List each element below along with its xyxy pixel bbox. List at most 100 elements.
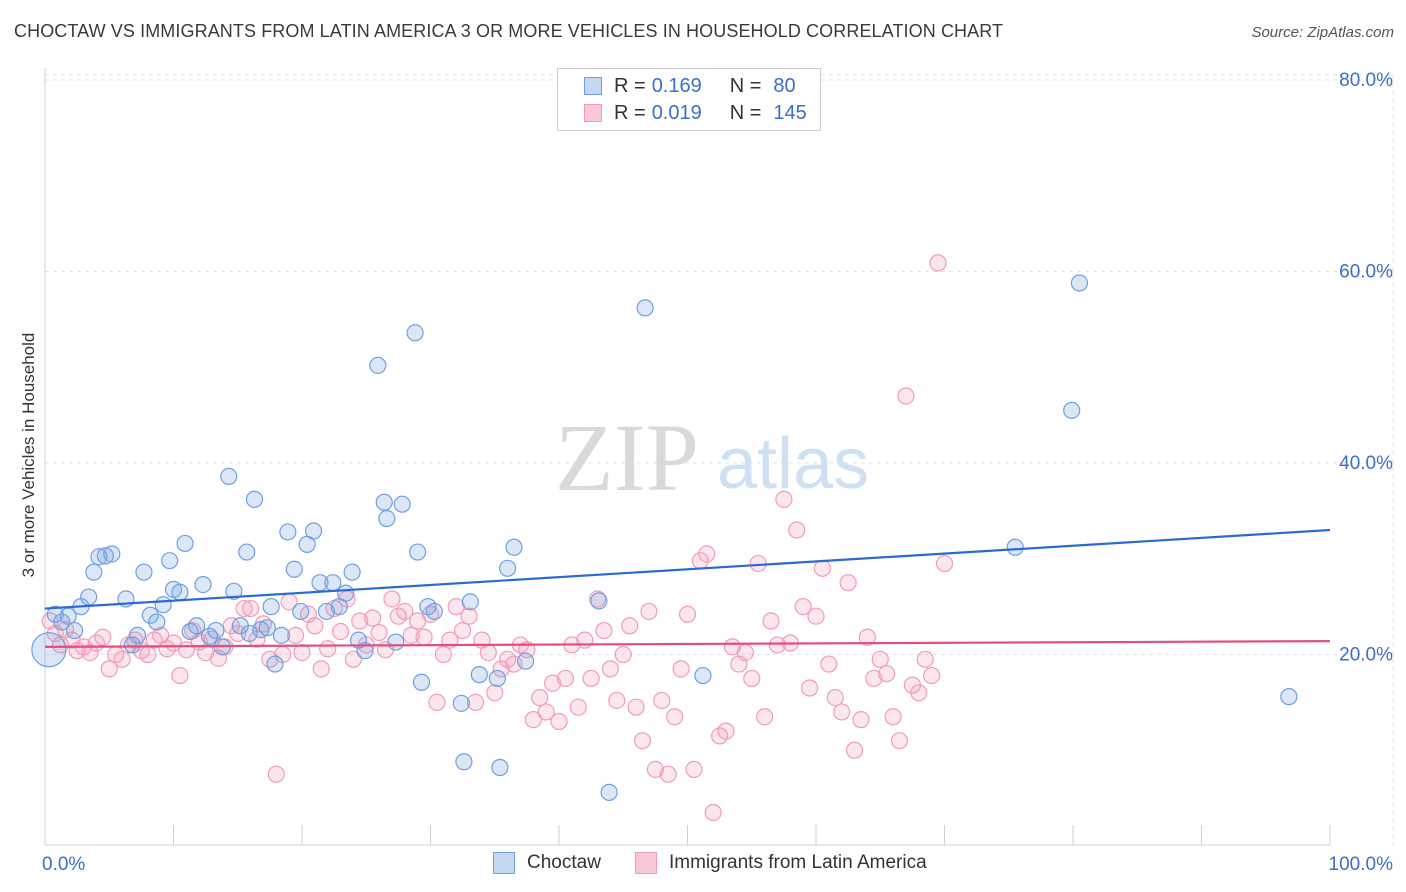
latin-point [762, 612, 780, 630]
latin-point [820, 655, 838, 673]
choctaw-point [188, 617, 206, 635]
latin-point [556, 669, 575, 688]
latin-point [878, 665, 896, 683]
choctaw-point [387, 633, 405, 651]
latin-point [351, 612, 369, 630]
choctaw-point [154, 596, 172, 614]
latin-point [833, 703, 851, 721]
latin-point [614, 645, 632, 664]
legend-n-label: N = [729, 101, 762, 124]
choctaw-point [103, 545, 121, 563]
chart-source: Source: ZipAtlas.com [1251, 24, 1394, 41]
choctaw-point [406, 324, 424, 342]
latin-point [460, 607, 478, 625]
choctaw-point [499, 559, 517, 577]
legend-n-value: 145 [773, 101, 807, 124]
latin-point [698, 545, 716, 563]
choctaw-point [600, 783, 618, 801]
latin-point [775, 490, 793, 508]
choctaw-point [1280, 688, 1298, 706]
latin-point [139, 645, 157, 664]
choctaw-point [375, 493, 393, 511]
choctaw-point [1070, 274, 1089, 292]
choctaw-point [53, 613, 71, 631]
choctaw-point [488, 669, 506, 688]
choctaw-point [220, 467, 238, 486]
latin-point [344, 650, 362, 668]
choctaw-point [516, 652, 535, 670]
choctaw-point [80, 588, 98, 606]
latin-point [492, 660, 510, 678]
choctaw-point [181, 622, 199, 641]
choctaw-point [349, 631, 368, 649]
legend-r-label: R = [614, 101, 646, 124]
choctaw-point [356, 642, 374, 660]
latin-point [768, 636, 787, 654]
latin-point [312, 660, 330, 678]
latin-point [923, 666, 941, 685]
watermark: ZIP atlas [555, 404, 869, 511]
latin-point [621, 617, 639, 635]
choctaw-point [590, 592, 608, 610]
latin-point [171, 666, 189, 685]
latin-point [704, 803, 722, 822]
latin-point [871, 650, 889, 668]
latin-point [717, 722, 735, 740]
latin-point [672, 660, 690, 678]
latin-point [935, 554, 954, 573]
latin-point [466, 693, 485, 711]
choctaw-point [128, 626, 147, 644]
latin-point [646, 760, 664, 779]
axes [44, 68, 1331, 846]
latin-point [794, 598, 812, 616]
choctaw-point [225, 582, 243, 600]
choctaw-point [324, 574, 342, 592]
choctaw-point [207, 621, 225, 640]
legend-r-value: 0.019 [651, 101, 702, 124]
latin-point [550, 712, 568, 731]
x-tick-label: 0.0% [42, 854, 85, 875]
choctaw-point [505, 538, 523, 556]
legend-row-choctaw: R = 0.169 N = 80 [584, 74, 796, 98]
latin-point [633, 732, 652, 750]
latin-point [929, 254, 947, 272]
latin-point [576, 631, 594, 649]
latin-point [486, 684, 504, 702]
latin-point [81, 643, 99, 662]
latin-point [852, 711, 870, 729]
latin-point [845, 741, 864, 759]
latin-point [582, 669, 600, 688]
latin-point [331, 622, 350, 641]
latin-point [319, 640, 337, 658]
choctaw-point [96, 547, 114, 565]
choctaw-point [262, 598, 280, 616]
latin-point [743, 669, 761, 688]
latin-point [627, 698, 645, 716]
x-tick-label: 100.0% [1329, 854, 1394, 875]
latin-point [685, 760, 703, 779]
choctaw-legend-label: Choctaw [527, 852, 601, 873]
latin-point [306, 617, 324, 635]
latin-point [788, 521, 806, 539]
choctaw-point [245, 490, 264, 508]
legend-n-value: 80 [773, 74, 796, 97]
latin-point [524, 711, 542, 729]
choctaw-point [272, 626, 291, 644]
latin-point [736, 643, 754, 662]
choctaw-point [285, 560, 303, 578]
latin-point [370, 623, 388, 642]
choctaw-point [393, 495, 411, 513]
legend-n-label: N = [729, 74, 762, 97]
choctaw-point [1063, 401, 1081, 419]
latin-point [807, 607, 825, 625]
choctaw-point [85, 563, 103, 581]
legend-row-latin: R = 0.019 N = 145 [584, 101, 807, 125]
latin-point [293, 643, 311, 662]
stats-legend: R = 0.169 N = 80 R = 0.019 N = 145 [557, 68, 821, 131]
latin-point [479, 643, 497, 662]
latin-point [755, 708, 774, 726]
latin-point [364, 609, 382, 627]
latin-point [531, 688, 549, 707]
latin-point [653, 691, 671, 710]
